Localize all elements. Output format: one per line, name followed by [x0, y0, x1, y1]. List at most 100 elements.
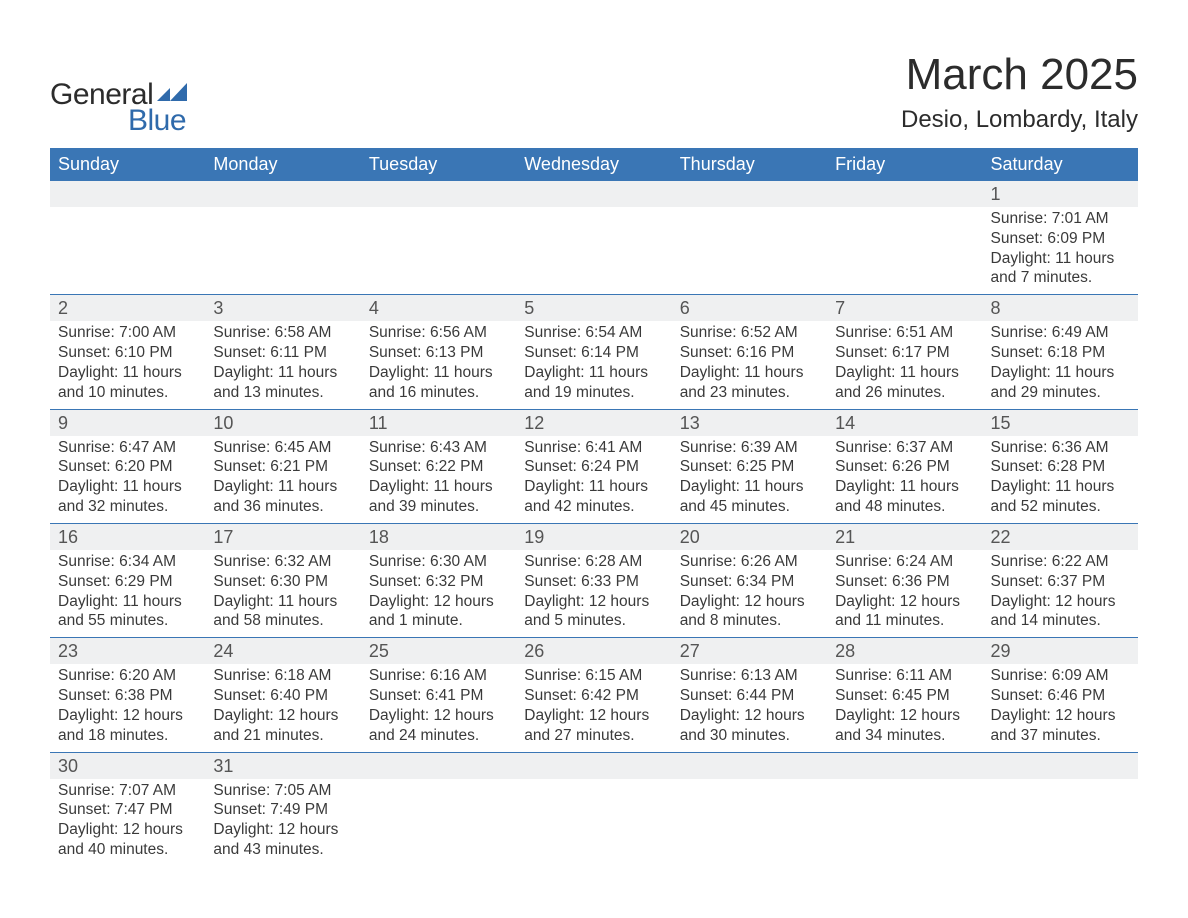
day-number-cell: [983, 753, 1138, 779]
sunrise-text: Sunrise: 6:36 AM: [991, 438, 1130, 458]
day-number-cell: 20: [672, 524, 827, 550]
daylight-text: Daylight: 11 hours and 16 minutes.: [369, 363, 508, 403]
day-detail-row: Sunrise: 7:07 AMSunset: 7:47 PMDaylight:…: [50, 779, 1138, 866]
sunrise-text: Sunrise: 7:00 AM: [58, 323, 197, 343]
sunset-text: Sunset: 6:38 PM: [58, 686, 197, 706]
day-detail-cell: Sunrise: 6:24 AMSunset: 6:36 PMDaylight:…: [827, 550, 982, 638]
daylight-text: Daylight: 11 hours and 39 minutes.: [369, 477, 508, 517]
sunrise-text: Sunrise: 7:01 AM: [991, 209, 1130, 229]
sunrise-text: Sunrise: 7:07 AM: [58, 781, 197, 801]
weekday-header: Tuesday: [361, 148, 516, 181]
day-number-cell: 21: [827, 524, 982, 550]
sunrise-text: Sunrise: 6:09 AM: [991, 666, 1130, 686]
daylight-text: Daylight: 12 hours and 43 minutes.: [213, 820, 352, 860]
day-number-cell: 4: [361, 295, 516, 321]
day-number-cell: [516, 181, 671, 207]
day-number-cell: 12: [516, 410, 671, 436]
daylight-text: Daylight: 11 hours and 23 minutes.: [680, 363, 819, 403]
sunrise-text: Sunrise: 6:22 AM: [991, 552, 1130, 572]
daylight-text: Daylight: 12 hours and 40 minutes.: [58, 820, 197, 860]
sunset-text: Sunset: 6:17 PM: [835, 343, 974, 363]
sunrise-text: Sunrise: 6:34 AM: [58, 552, 197, 572]
day-detail-cell: Sunrise: 6:47 AMSunset: 6:20 PMDaylight:…: [50, 436, 205, 524]
day-detail-cell: Sunrise: 7:07 AMSunset: 7:47 PMDaylight:…: [50, 779, 205, 866]
day-number-cell: 19: [516, 524, 671, 550]
sunset-text: Sunset: 6:20 PM: [58, 457, 197, 477]
daylight-text: Daylight: 11 hours and 13 minutes.: [213, 363, 352, 403]
weekday-header: Thursday: [672, 148, 827, 181]
sunrise-text: Sunrise: 6:11 AM: [835, 666, 974, 686]
day-detail-cell: [672, 779, 827, 866]
day-detail-cell: Sunrise: 7:05 AMSunset: 7:49 PMDaylight:…: [205, 779, 360, 866]
sunrise-text: Sunrise: 6:37 AM: [835, 438, 974, 458]
day-detail-cell: Sunrise: 6:22 AMSunset: 6:37 PMDaylight:…: [983, 550, 1138, 638]
sunset-text: Sunset: 6:26 PM: [835, 457, 974, 477]
daylight-text: Daylight: 11 hours and 48 minutes.: [835, 477, 974, 517]
sunset-text: Sunset: 6:14 PM: [524, 343, 663, 363]
daylight-text: Daylight: 11 hours and 52 minutes.: [991, 477, 1130, 517]
day-detail-cell: Sunrise: 6:54 AMSunset: 6:14 PMDaylight:…: [516, 321, 671, 409]
day-number-cell: 27: [672, 638, 827, 664]
day-number-cell: 16: [50, 524, 205, 550]
daylight-text: Daylight: 12 hours and 30 minutes.: [680, 706, 819, 746]
day-detail-cell: [50, 207, 205, 295]
day-number-cell: [361, 753, 516, 779]
day-number-cell: 10: [205, 410, 360, 436]
sunset-text: Sunset: 6:40 PM: [213, 686, 352, 706]
sunset-text: Sunset: 6:33 PM: [524, 572, 663, 592]
day-detail-cell: Sunrise: 6:30 AMSunset: 6:32 PMDaylight:…: [361, 550, 516, 638]
sunrise-text: Sunrise: 6:13 AM: [680, 666, 819, 686]
day-number-cell: [827, 181, 982, 207]
day-number-cell: [205, 181, 360, 207]
sunset-text: Sunset: 6:24 PM: [524, 457, 663, 477]
daylight-text: Daylight: 12 hours and 5 minutes.: [524, 592, 663, 632]
daylight-text: Daylight: 12 hours and 1 minute.: [369, 592, 508, 632]
day-number-cell: 2: [50, 295, 205, 321]
day-detail-cell: Sunrise: 6:20 AMSunset: 6:38 PMDaylight:…: [50, 664, 205, 752]
day-detail-cell: Sunrise: 6:45 AMSunset: 6:21 PMDaylight:…: [205, 436, 360, 524]
day-number-cell: 11: [361, 410, 516, 436]
daylight-text: Daylight: 11 hours and 58 minutes.: [213, 592, 352, 632]
daylight-text: Daylight: 11 hours and 10 minutes.: [58, 363, 197, 403]
day-detail-cell: Sunrise: 6:39 AMSunset: 6:25 PMDaylight:…: [672, 436, 827, 524]
day-detail-cell: [361, 779, 516, 866]
sunset-text: Sunset: 6:34 PM: [680, 572, 819, 592]
day-number-cell: 24: [205, 638, 360, 664]
daylight-text: Daylight: 11 hours and 45 minutes.: [680, 477, 819, 517]
month-title: March 2025: [901, 50, 1138, 100]
day-detail-cell: Sunrise: 6:09 AMSunset: 6:46 PMDaylight:…: [983, 664, 1138, 752]
daylight-text: Daylight: 11 hours and 55 minutes.: [58, 592, 197, 632]
day-detail-cell: [361, 207, 516, 295]
daylight-text: Daylight: 12 hours and 14 minutes.: [991, 592, 1130, 632]
day-number-cell: 6: [672, 295, 827, 321]
sunrise-text: Sunrise: 6:52 AM: [680, 323, 819, 343]
day-number-row: 9101112131415: [50, 410, 1138, 436]
day-number-cell: 5: [516, 295, 671, 321]
day-number-cell: 22: [983, 524, 1138, 550]
day-detail-cell: Sunrise: 6:36 AMSunset: 6:28 PMDaylight:…: [983, 436, 1138, 524]
day-detail-row: Sunrise: 6:47 AMSunset: 6:20 PMDaylight:…: [50, 436, 1138, 524]
weekday-header: Wednesday: [516, 148, 671, 181]
day-number-cell: 25: [361, 638, 516, 664]
sunrise-text: Sunrise: 6:56 AM: [369, 323, 508, 343]
sunset-text: Sunset: 6:10 PM: [58, 343, 197, 363]
day-number-cell: 9: [50, 410, 205, 436]
daylight-text: Daylight: 11 hours and 29 minutes.: [991, 363, 1130, 403]
sunrise-text: Sunrise: 6:49 AM: [991, 323, 1130, 343]
sunset-text: Sunset: 6:41 PM: [369, 686, 508, 706]
day-number-cell: 26: [516, 638, 671, 664]
day-number-cell: 1: [983, 181, 1138, 207]
daylight-text: Daylight: 12 hours and 11 minutes.: [835, 592, 974, 632]
day-number-cell: 13: [672, 410, 827, 436]
day-number-cell: [50, 181, 205, 207]
sunrise-text: Sunrise: 6:18 AM: [213, 666, 352, 686]
day-number-row: 3031: [50, 753, 1138, 779]
day-detail-cell: [205, 207, 360, 295]
day-detail-cell: [983, 779, 1138, 866]
title-block: March 2025 Desio, Lombardy, Italy: [901, 50, 1138, 134]
calendar-body: 1Sunrise: 7:01 AMSunset: 6:09 PMDaylight…: [50, 181, 1138, 866]
sunrise-text: Sunrise: 6:41 AM: [524, 438, 663, 458]
sunset-text: Sunset: 6:16 PM: [680, 343, 819, 363]
sunrise-text: Sunrise: 6:20 AM: [58, 666, 197, 686]
day-detail-cell: Sunrise: 6:32 AMSunset: 6:30 PMDaylight:…: [205, 550, 360, 638]
